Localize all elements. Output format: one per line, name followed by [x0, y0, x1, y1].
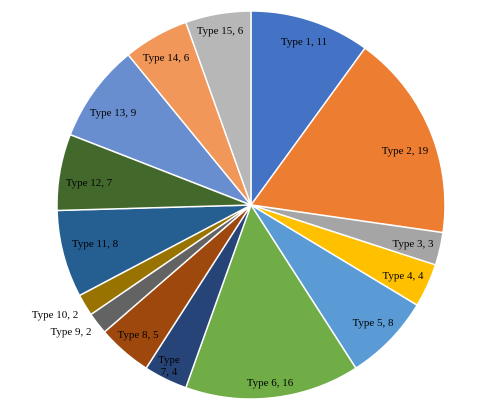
data-label-type-9: Type 9, 2: [50, 326, 91, 338]
data-label-type-8: Type 8, 5: [117, 329, 159, 341]
data-label-type-14: Type 14, 6: [143, 52, 190, 64]
pie-labels: Type 1, 11 Type 2, 19 Type 3, 3 Type 4, 4 Ty…: [32, 25, 434, 389]
data-label-type-7: Type 7, 4: [158, 354, 180, 378]
pie-slice-type-6: [184, 203, 357, 400]
pie-slice-type-13: [69, 53, 254, 207]
data-label-type-2: Type 2, 19: [382, 145, 429, 157]
pie-slices: [56, 10, 446, 400]
data-label-type-15: Type 15, 6: [197, 25, 244, 37]
data-label-type-5: Type 5, 8: [352, 317, 394, 329]
pie-slice-type-1: [250, 10, 367, 208]
data-label-type-12: Type 12, 7: [66, 177, 113, 189]
data-label-type-10: Type 10, 2: [32, 309, 79, 321]
data-label-type-13: Type 13, 9: [90, 107, 137, 119]
data-label-type-11: Type 11, 8: [72, 238, 119, 250]
data-label-type-3: Type 3, 3: [392, 238, 434, 250]
data-label-type-1: Type 1, 11: [281, 36, 327, 48]
data-label-type-6: Type 6, 16: [247, 377, 294, 389]
pie-slice-type-2: [249, 47, 446, 234]
pie-slice-type-15: [184, 10, 252, 206]
data-label-type-4: Type 4, 4: [382, 270, 424, 282]
